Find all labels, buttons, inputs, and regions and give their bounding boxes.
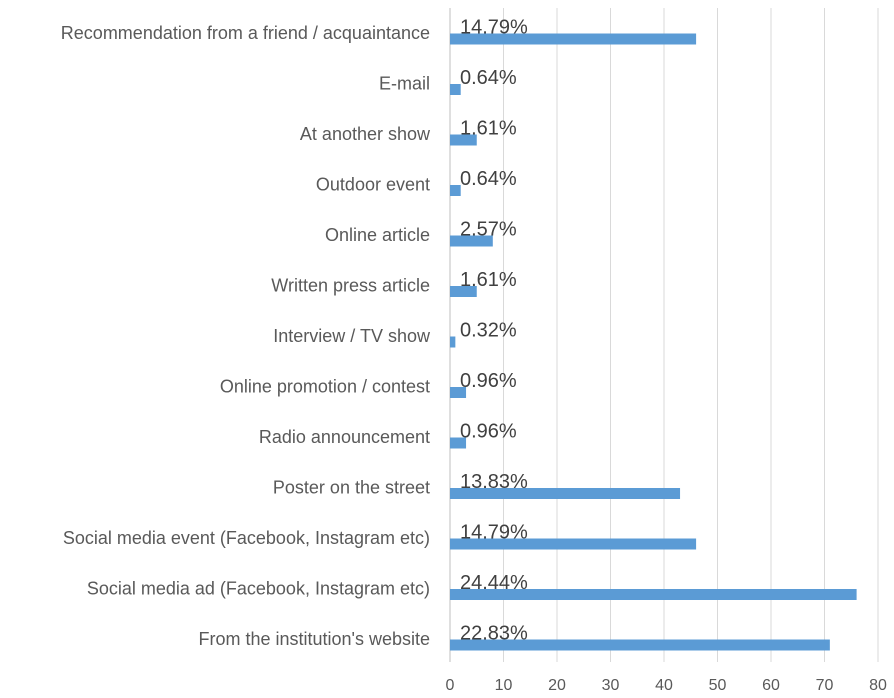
category-label: Written press article bbox=[271, 275, 430, 295]
x-tick-label: 10 bbox=[495, 677, 513, 694]
category-label: Social media event (Facebook, Instagram … bbox=[63, 528, 430, 548]
bar bbox=[450, 134, 477, 146]
category-label: Social media ad (Facebook, Instagram etc… bbox=[87, 578, 430, 598]
bar-layer bbox=[450, 33, 857, 651]
bar bbox=[450, 387, 467, 398]
data-label: 0.64% bbox=[460, 168, 517, 190]
category-layer: Recommendation from a friend / acquainta… bbox=[61, 23, 431, 649]
category-label: At another show bbox=[300, 124, 431, 144]
data-label: 24.44% bbox=[460, 572, 528, 594]
bar bbox=[450, 538, 697, 550]
bar bbox=[450, 33, 697, 45]
bar bbox=[450, 589, 857, 600]
x-tick-label: 40 bbox=[655, 677, 673, 694]
category-label: Outdoor event bbox=[316, 174, 430, 194]
category-label: From the institution's website bbox=[198, 629, 430, 649]
x-tick-label: 30 bbox=[602, 677, 620, 694]
bar bbox=[450, 639, 830, 651]
category-label: Online promotion / contest bbox=[220, 376, 430, 396]
bar bbox=[450, 437, 467, 449]
bar bbox=[450, 336, 456, 348]
category-label: Radio announcement bbox=[259, 427, 430, 447]
x-tick-label: 70 bbox=[816, 677, 834, 694]
tick-layer: 0 10 20 30 40 50 60 70 80 bbox=[446, 677, 887, 694]
data-label: 0.96% bbox=[460, 420, 517, 442]
data-label: 14.79% bbox=[460, 16, 528, 38]
category-label: Poster on the street bbox=[273, 477, 430, 497]
bar bbox=[450, 286, 477, 297]
category-label: Online article bbox=[325, 225, 430, 245]
bar bbox=[450, 185, 461, 196]
category-label: E-mail bbox=[379, 73, 430, 93]
data-label: 2.57% bbox=[460, 218, 517, 240]
x-tick-label: 20 bbox=[548, 677, 566, 694]
data-label: 0.96% bbox=[460, 370, 517, 392]
x-tick-label: 60 bbox=[762, 677, 780, 694]
bar bbox=[450, 235, 493, 247]
data-label: 14.79% bbox=[460, 521, 528, 543]
category-label: Recommendation from a friend / acquainta… bbox=[61, 23, 430, 43]
data-label: 22.83% bbox=[460, 622, 528, 644]
data-label: 0.32% bbox=[460, 319, 517, 341]
data-label: 1.61% bbox=[460, 117, 517, 139]
x-tick-label: 0 bbox=[446, 677, 455, 694]
data-label: 1.61% bbox=[460, 269, 517, 291]
grid-layer bbox=[449, 8, 879, 662]
x-tick-label: 80 bbox=[869, 677, 887, 694]
bar bbox=[450, 488, 681, 499]
label-layer: 14.79% 0.64% 1.61% 0.64% 2.57% 1.61% 0.32% 0.96… bbox=[460, 16, 528, 644]
data-label: 13.83% bbox=[460, 471, 528, 493]
bar bbox=[450, 84, 461, 95]
category-label: Interview / TV show bbox=[273, 326, 431, 346]
data-label: 0.64% bbox=[460, 67, 517, 89]
x-tick-label: 50 bbox=[709, 677, 727, 694]
